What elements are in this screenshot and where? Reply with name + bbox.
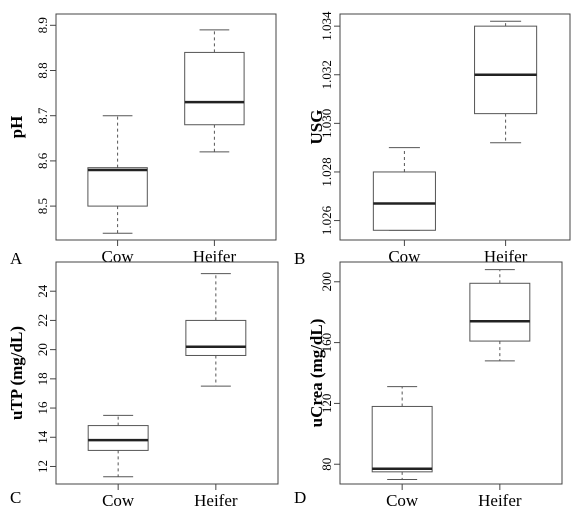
- panel-d-category-label-0: Cow: [386, 491, 419, 506]
- panel-a-box-1-iqr: [184, 51, 245, 126]
- panel-d-ytick-label-1: 120: [319, 394, 334, 414]
- panel-c-box-0-iqr: [87, 425, 149, 451]
- panel-a-ytick-label-1: 8.6: [35, 152, 50, 169]
- panel-b-ytick-label-3: 1.032: [319, 60, 334, 89]
- panel-c-ytick-label-3: 18: [35, 372, 50, 385]
- panel-a-ytick-label-3: 8.8: [35, 62, 50, 78]
- panel-a-box-0-iqr: [87, 167, 148, 207]
- panel-label-a: A: [10, 249, 23, 268]
- panel-c-ytick-label-1: 14: [35, 430, 50, 444]
- panel-d-ytick-label-0: 80: [319, 458, 334, 471]
- panel-b-ytick-label-1: 1.028: [319, 157, 334, 186]
- panel-d-box-0-iqr: [371, 405, 433, 473]
- panel-d-ytick-label-3: 200: [319, 272, 334, 292]
- panel-d-box-1-iqr: [469, 282, 531, 342]
- panel-a-category-label-1: Heifer: [193, 247, 237, 266]
- panel-a-ytick-label-2: 8.7: [35, 107, 50, 124]
- panel-b-ylabel: USG: [307, 110, 326, 145]
- panel-label-c: C: [10, 488, 21, 506]
- panel-b-ytick-label-4: 1.034: [319, 11, 334, 41]
- panel-c-ylabel: uTP (mg/dL): [7, 326, 26, 420]
- panel-d-ylabel: uCrea (mg/dL): [307, 319, 326, 428]
- panel-a-ytick-label-0: 8.5: [35, 198, 50, 214]
- panel-d-ytick-label-2: 160: [319, 333, 334, 353]
- panel-label-d: D: [294, 488, 306, 506]
- panel-a-frame: [55, 13, 277, 241]
- panel-b-category-label-1: Heifer: [484, 247, 528, 266]
- panel-c-ytick-label-5: 22: [35, 314, 50, 327]
- panel-b-box-0-iqr: [372, 171, 436, 231]
- panel-c-category-label-1: Heifer: [194, 491, 238, 506]
- panel-b-category-label-0: Cow: [388, 247, 421, 266]
- panel-c-ytick-label-6: 24: [35, 284, 50, 298]
- panel-c-category-label-0: Cow: [102, 491, 135, 506]
- panel-d-category-label-1: Heifer: [478, 491, 522, 506]
- panel-b-ytick-label-2: 1.030: [319, 109, 334, 138]
- panel-c-frame: [55, 261, 279, 485]
- panel-label-b: B: [294, 249, 305, 268]
- panel-c-ytick-label-2: 16: [35, 401, 50, 415]
- panel-d-frame: [339, 261, 563, 485]
- panel-a-ylabel: pH: [7, 116, 26, 139]
- panel-b-box-1-iqr: [474, 25, 538, 115]
- panel-a-category-label-0: Cow: [102, 247, 135, 266]
- panel-a-ytick-label-4: 8.9: [35, 17, 50, 33]
- panel-c-ytick-label-0: 12: [35, 460, 50, 473]
- panel-c-ytick-label-4: 20: [35, 343, 50, 356]
- panel-b-frame: [339, 13, 571, 241]
- panel-c-box-1-iqr: [185, 319, 247, 356]
- panel-b-ytick-label-0: 1.026: [319, 205, 334, 235]
